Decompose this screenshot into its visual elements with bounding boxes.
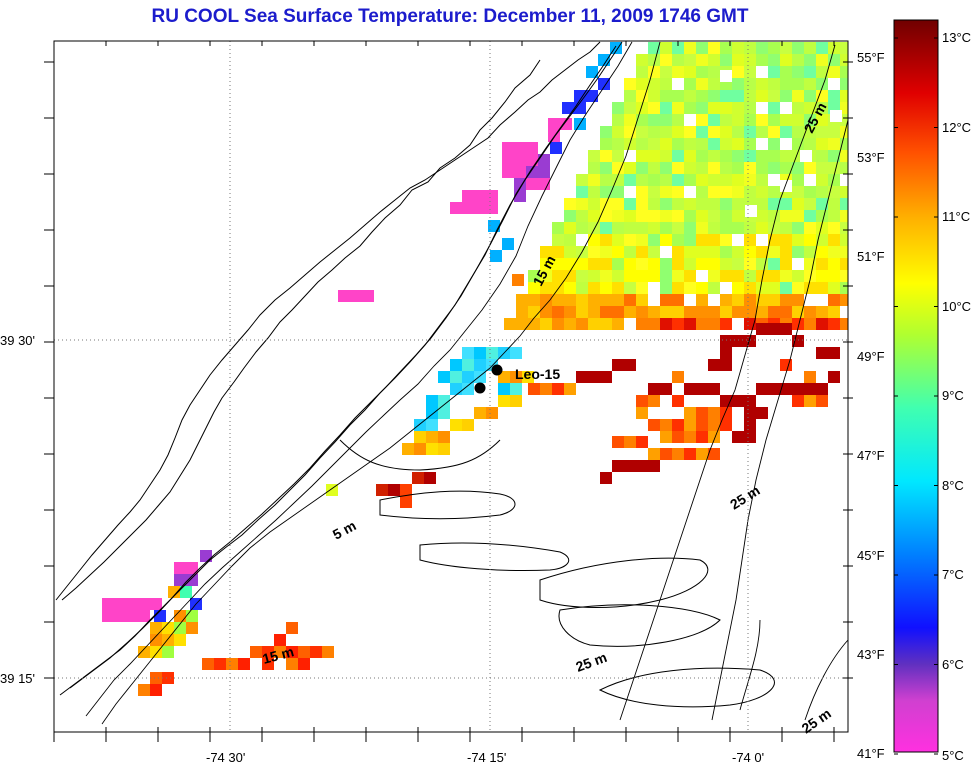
map-title: RU COOL Sea Surface Temperature: Decembe… [151,6,749,27]
colorbar-ticks [894,37,938,755]
bathymetry-contours [85,41,848,725]
contour-label-25m-south: 25 m [574,649,609,675]
colorbar-label-6c: 6°C [942,657,964,672]
station-marker-leo15-north [491,364,503,376]
colorbar [893,19,939,753]
colorbar-label-43f: 43°F [857,647,885,662]
colorbar-label-49f: 49°F [857,349,885,364]
map-frame [53,40,849,733]
lat-label-39-15: 39 15' [0,671,35,686]
colorbar-label-45f: 45°F [857,548,885,563]
colorbar-label-11c: 11°C [942,209,970,224]
station-label-leo15: Leo-15 [515,366,560,382]
lat-label-39-30: 39 30' [0,333,35,348]
map-grid [54,41,848,732]
colorbar-label-12c: 12°C [942,120,971,135]
axis-ticks [44,41,853,742]
contour-label-25m-east: 25 m [727,482,763,512]
colorbar-label-9c: 9°C [942,388,964,403]
colorbar-label-5c: 5°C [942,748,964,763]
lon-label-74-15: -74 15' [467,750,506,765]
lon-label-74-30: -74 30' [206,750,245,765]
contour-label-5m: 5 m [330,517,359,542]
colorbar-label-53f: 53°F [857,150,885,165]
colorbar-label-41f: 41°F [857,746,885,761]
colorbar-label-8c: 8°C [942,478,964,493]
colorbar-label-13c: 13°C [942,30,971,45]
station-marker-leo15-south [474,382,486,394]
colorbar-label-7c: 7°C [942,567,964,582]
colorbar-label-47f: 47°F [857,448,885,463]
colorbar-label-51f: 51°F [857,249,885,264]
colorbar-label-55f: 55°F [857,50,885,65]
colorbar-label-10c: 10°C [942,299,971,314]
lon-label-74-0: -74 0' [732,750,764,765]
contour-label-15m-south: 15 m [261,643,296,667]
sst-pixel-layer [102,42,848,696]
coastline [55,41,775,708]
